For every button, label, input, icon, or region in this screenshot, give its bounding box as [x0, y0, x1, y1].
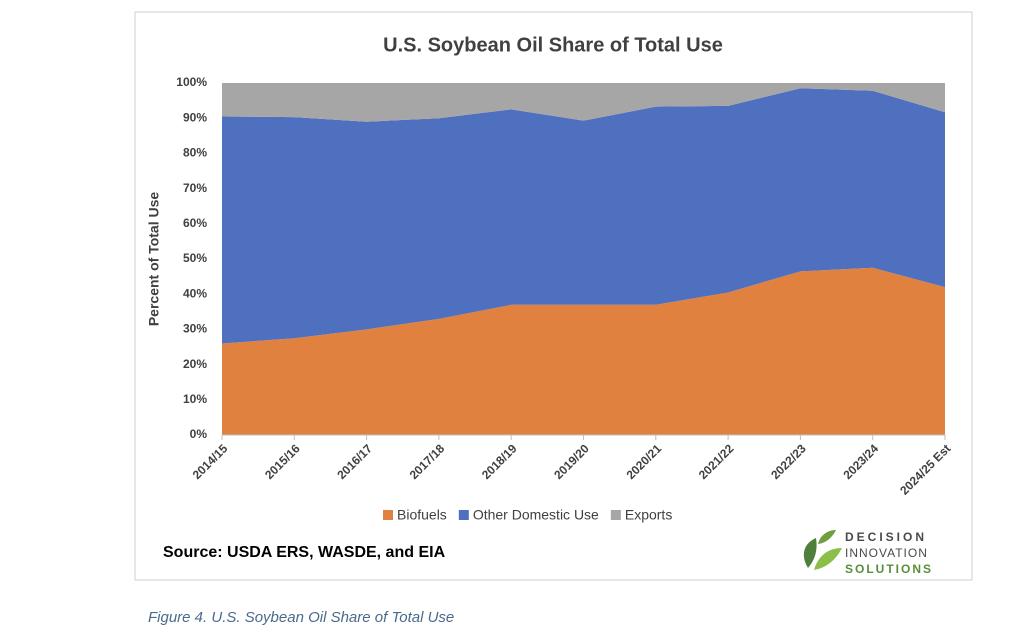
area	[222, 267, 945, 435]
area	[222, 88, 945, 344]
y-tick-label: 0%	[190, 427, 208, 441]
logo-leaf	[818, 530, 836, 544]
y-tick-label: 30%	[183, 322, 207, 336]
logo-text: SOLUTIONS	[845, 562, 933, 576]
legend-label: Biofuels	[397, 507, 447, 523]
legend-label: Other Domestic Use	[473, 507, 599, 523]
logo-text: DECISION	[845, 530, 927, 544]
logo-leaf	[803, 538, 817, 568]
y-tick-label: 80%	[183, 146, 207, 160]
chart-title: U.S. Soybean Oil Share of Total Use	[383, 34, 723, 56]
y-tick-label: 20%	[183, 357, 207, 371]
y-tick-label: 40%	[183, 286, 207, 300]
y-tick-label: 60%	[183, 216, 207, 230]
legend-swatch	[458, 510, 469, 520]
y-tick-label: 10%	[183, 392, 207, 406]
y-tick-label: 70%	[183, 181, 207, 195]
y-tick-label: 50%	[183, 251, 207, 265]
source: Source: USDA ERS, WASDE, and EIA	[163, 544, 446, 561]
legend-label: Exports	[625, 507, 672, 523]
y-tick-label: 100%	[176, 75, 207, 89]
y-tick-label: 90%	[183, 110, 207, 124]
legend-swatch	[383, 510, 393, 520]
caption: Figure 4. U.S. Soybean Oil Share of Tota…	[148, 609, 454, 626]
y-axis-label: Percent of Total Use	[146, 192, 162, 327]
logo-leaf	[814, 548, 842, 570]
area	[222, 83, 945, 122]
logo-text: INNOVATION	[845, 546, 928, 560]
legend-swatch	[610, 510, 621, 520]
logo: DECISION INNOVATION SOLUTIONS	[803, 530, 933, 576]
